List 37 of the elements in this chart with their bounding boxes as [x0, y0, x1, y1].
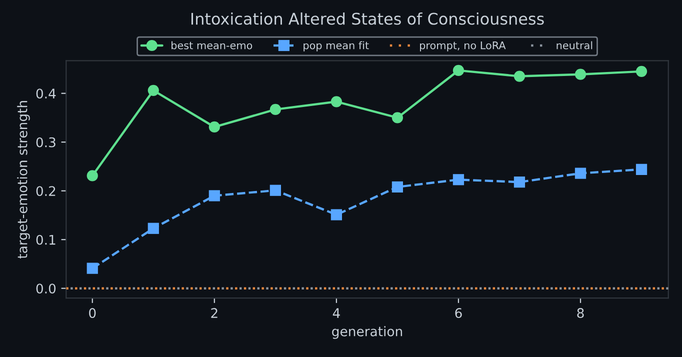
point	[574, 168, 586, 179]
point	[270, 104, 281, 115]
x-tick-label: 2	[211, 308, 218, 318]
point	[86, 170, 98, 182]
point	[330, 96, 342, 108]
x-tick-label: 0	[89, 308, 96, 318]
point	[452, 64, 464, 76]
point	[514, 70, 526, 82]
legend-label: neutral	[556, 41, 592, 50]
x-tick-label: 4	[332, 308, 340, 318]
x-axis-title: generation	[332, 326, 402, 339]
point	[392, 112, 404, 124]
y-tick-label: 0.0	[36, 284, 56, 294]
point	[636, 164, 648, 175]
point	[208, 190, 220, 202]
legend-label: best mean-emo	[172, 41, 252, 50]
point	[452, 174, 464, 186]
point	[574, 68, 586, 80]
chart-title: Intoxication Altered States of Consciousness	[191, 12, 544, 25]
point	[514, 176, 526, 188]
point	[392, 181, 404, 193]
point	[208, 121, 220, 133]
y-tick-label: 0.3	[36, 137, 56, 148]
point	[86, 262, 98, 274]
y-axis-title: target-emotion strength	[17, 101, 30, 259]
y-tick-label: 0.4	[36, 88, 56, 99]
point	[636, 66, 648, 77]
point	[330, 209, 342, 220]
x-tick-label: 6	[455, 308, 462, 318]
point	[148, 222, 159, 234]
point	[270, 184, 281, 196]
legend-label: prompt, no LoRA	[420, 42, 506, 52]
legend-label: pop mean fit	[304, 41, 369, 52]
point	[148, 84, 159, 96]
x-tick-label: 8	[577, 308, 584, 318]
y-tick-label: 0.1	[36, 234, 56, 245]
y-tick-label: 0.2	[36, 186, 56, 196]
